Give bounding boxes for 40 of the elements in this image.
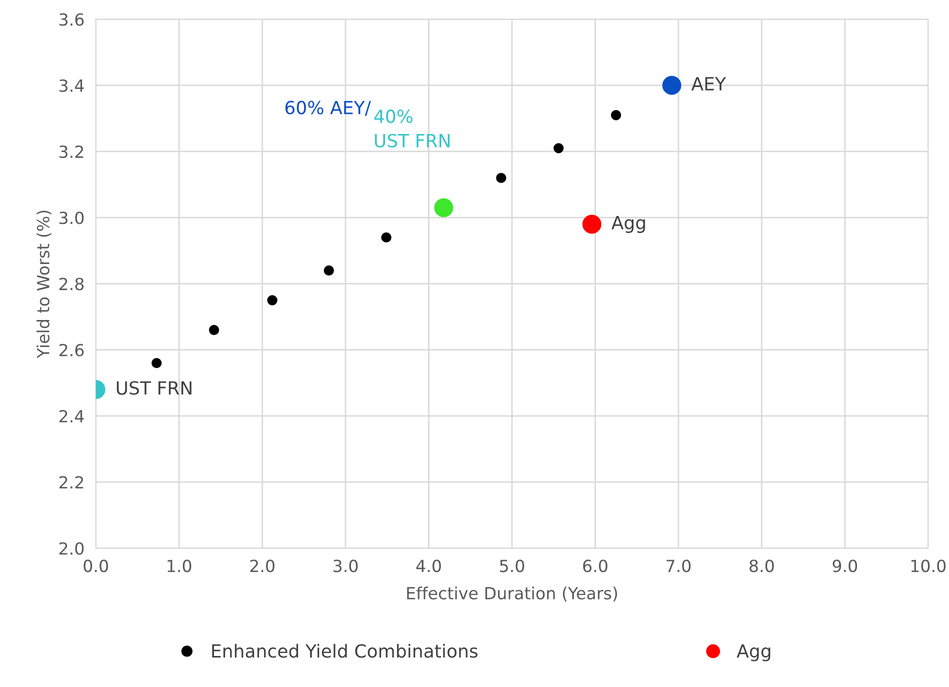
y-tick-label: 2.4 — [59, 410, 84, 422]
point — [434, 198, 454, 218]
y-tick-label: 2.6 — [59, 344, 84, 356]
point — [152, 358, 162, 368]
point — [582, 214, 602, 234]
y-tick-label: 3.4 — [60, 79, 84, 92]
y-axis-title: Yield to Worst (%) — [36, 210, 52, 358]
point — [324, 265, 334, 276]
x-tick-label: 4.0 — [416, 560, 441, 572]
x-tick-label: 0.0 — [84, 560, 108, 572]
x-tick-label: 6.0 — [583, 560, 608, 572]
series-label: UST FRN — [116, 381, 192, 395]
x-tick-label: 8.0 — [750, 560, 774, 572]
x-axis-title: Effective Duration (Years) — [407, 586, 618, 602]
y-tick-label: 2.8 — [59, 278, 84, 290]
point — [496, 172, 506, 184]
legend-label: Agg — [736, 644, 770, 662]
y-tick-label: 3.6 — [60, 13, 84, 26]
annotation: 40% UST FRN — [374, 109, 450, 148]
point — [554, 143, 564, 154]
annotation: 60% AEY/ — [285, 100, 371, 116]
point — [267, 295, 278, 306]
legend-label: Enhanced Yield Combinations — [212, 644, 478, 658]
y-tick-label: 3.2 — [60, 145, 84, 158]
point — [208, 324, 220, 336]
x-tick-label: 9.0 — [832, 560, 858, 572]
point — [610, 110, 622, 120]
point — [662, 76, 682, 95]
x-tick-label: 7.0 — [666, 560, 691, 572]
y-tick-label: 2.2 — [59, 476, 84, 488]
point — [381, 232, 392, 243]
y-tick-label: 3.0 — [60, 212, 84, 224]
x-tick-label: 5.0 — [500, 560, 524, 572]
x-tick-label: 10.0 — [911, 560, 946, 572]
y-tick-label: 2.0 — [59, 542, 84, 555]
x-tick-label: 2.0 — [250, 560, 274, 572]
x-tick-label: 1.0 — [168, 560, 192, 572]
text: Agg — [611, 216, 645, 233]
x-tick-label: 3.0 — [334, 560, 358, 572]
series-label: AEY — [691, 77, 726, 90]
